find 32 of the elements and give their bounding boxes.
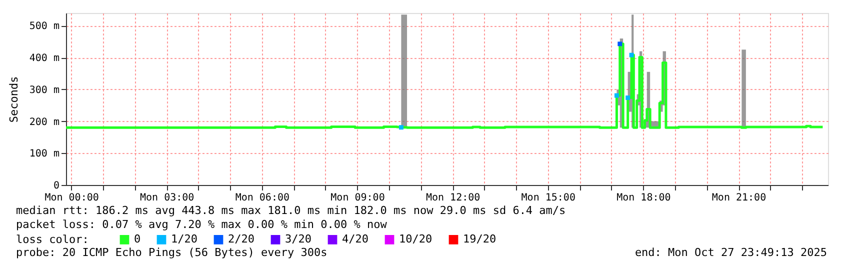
x-tick-label: Mon 21:00 bbox=[712, 192, 766, 204]
x-tick-label: Mon 18:00 bbox=[616, 192, 671, 204]
legend-label: 0 bbox=[134, 232, 141, 246]
x-tick-label: Mon 03:00 bbox=[140, 192, 194, 204]
legend-label: 19/20 bbox=[463, 232, 496, 246]
x-tick-label: Mon 12:00 bbox=[426, 192, 480, 204]
y-tick-label: 400 m bbox=[29, 53, 60, 64]
point bbox=[398, 125, 404, 130]
y-tick-label: 0 bbox=[53, 180, 60, 192]
legend-label: 1/20 bbox=[171, 232, 198, 246]
legend-label: 10/20 bbox=[399, 232, 432, 246]
text: packet loss: 0.07 % avg 7.20 % max 0.00 % min 0.00 % now bbox=[16, 218, 388, 231]
y-tick-label: 500 m bbox=[29, 21, 60, 32]
x-tick-label: Mon 15:00 bbox=[521, 192, 576, 204]
point bbox=[629, 52, 634, 58]
y-tick-label: 300 m bbox=[29, 84, 60, 96]
legend-label: 4/20 bbox=[342, 232, 368, 246]
text: probe: 20 ICMP Echo Pings (56 Bytes) every 300s bbox=[16, 246, 328, 259]
legend-label: 2/20 bbox=[228, 232, 254, 246]
point bbox=[626, 95, 630, 100]
point bbox=[614, 93, 619, 98]
x-tick-label: Mon 09:00 bbox=[330, 192, 385, 204]
y-axis-title: Seconds bbox=[7, 76, 20, 123]
x-tick-label: Mon 00:00 bbox=[44, 192, 99, 204]
x-tick-label: Mon 06:00 bbox=[235, 192, 290, 204]
legend-title: loss color: bbox=[16, 233, 89, 246]
text: end: Mon Oct 27 23:49:13 2025 bbox=[634, 246, 827, 259]
point bbox=[618, 42, 622, 46]
text: median rtt: 186.2 ms avg 443.8 ms max 181.0 ms min 182.0 ms now 29.0 ms sd 6.4 am/s bbox=[16, 204, 566, 217]
y-tick-label: 100 m bbox=[29, 148, 60, 160]
y-tick-label: 200 m bbox=[29, 116, 60, 128]
legend-label: 3/20 bbox=[285, 232, 312, 246]
